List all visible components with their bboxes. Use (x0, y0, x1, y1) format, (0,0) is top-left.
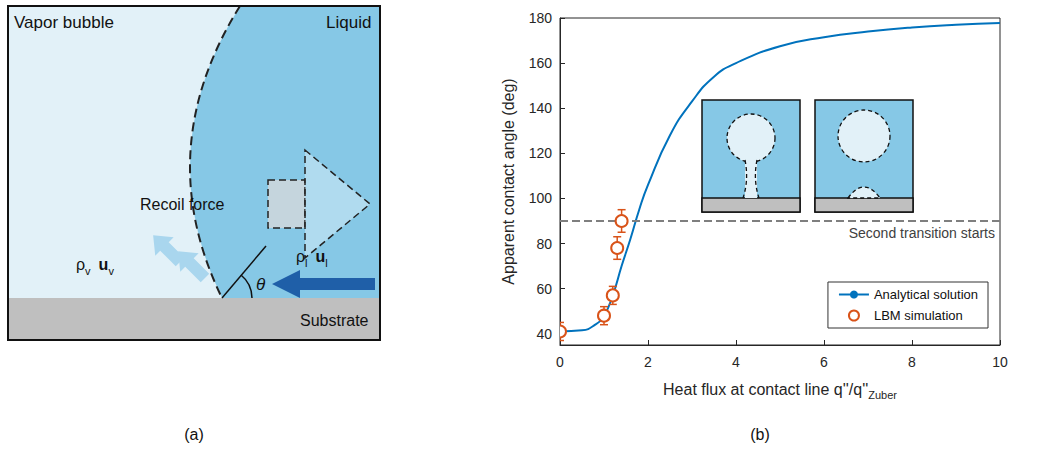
svg-text:180: 180 (529, 10, 553, 26)
svg-text:Analytical solution: Analytical solution (874, 287, 978, 302)
svg-text:80: 80 (536, 236, 552, 252)
svg-text:0: 0 (556, 354, 564, 370)
svg-text:6: 6 (820, 354, 828, 370)
svg-text:ρlul: ρlul (296, 248, 328, 269)
svg-text:Vapor bubble: Vapor bubble (14, 13, 114, 32)
svg-text:Apparent contact angle (deg): Apparent contact angle (deg) (500, 78, 517, 284)
svg-text:4: 4 (732, 354, 740, 370)
svg-text:40: 40 (536, 326, 552, 342)
svg-text:120: 120 (529, 145, 553, 161)
svg-text:Substrate: Substrate (300, 312, 369, 329)
svg-text:LBM simulation: LBM simulation (874, 308, 963, 323)
svg-text:Heat flux at contact line q''/: Heat flux at contact line q''/q'' (663, 381, 868, 398)
svg-text:(b): (b) (750, 426, 770, 443)
svg-text:60: 60 (536, 281, 552, 297)
svg-text:Zuber: Zuber (868, 389, 897, 401)
svg-text:160: 160 (529, 55, 553, 71)
svg-text:ρvuv: ρvuv (76, 256, 114, 277)
svg-text:2: 2 (644, 354, 652, 370)
svg-text:Second transition starts: Second transition starts (849, 225, 995, 241)
svg-text:Liquid: Liquid (326, 13, 371, 32)
svg-text:Recoil force: Recoil force (140, 196, 225, 213)
svg-text:100: 100 (529, 190, 553, 206)
svg-text:140: 140 (529, 100, 553, 116)
svg-text:θ: θ (256, 275, 266, 294)
svg-text:10: 10 (992, 354, 1008, 370)
svg-text:8: 8 (908, 354, 916, 370)
svg-text:(a): (a) (184, 426, 204, 443)
